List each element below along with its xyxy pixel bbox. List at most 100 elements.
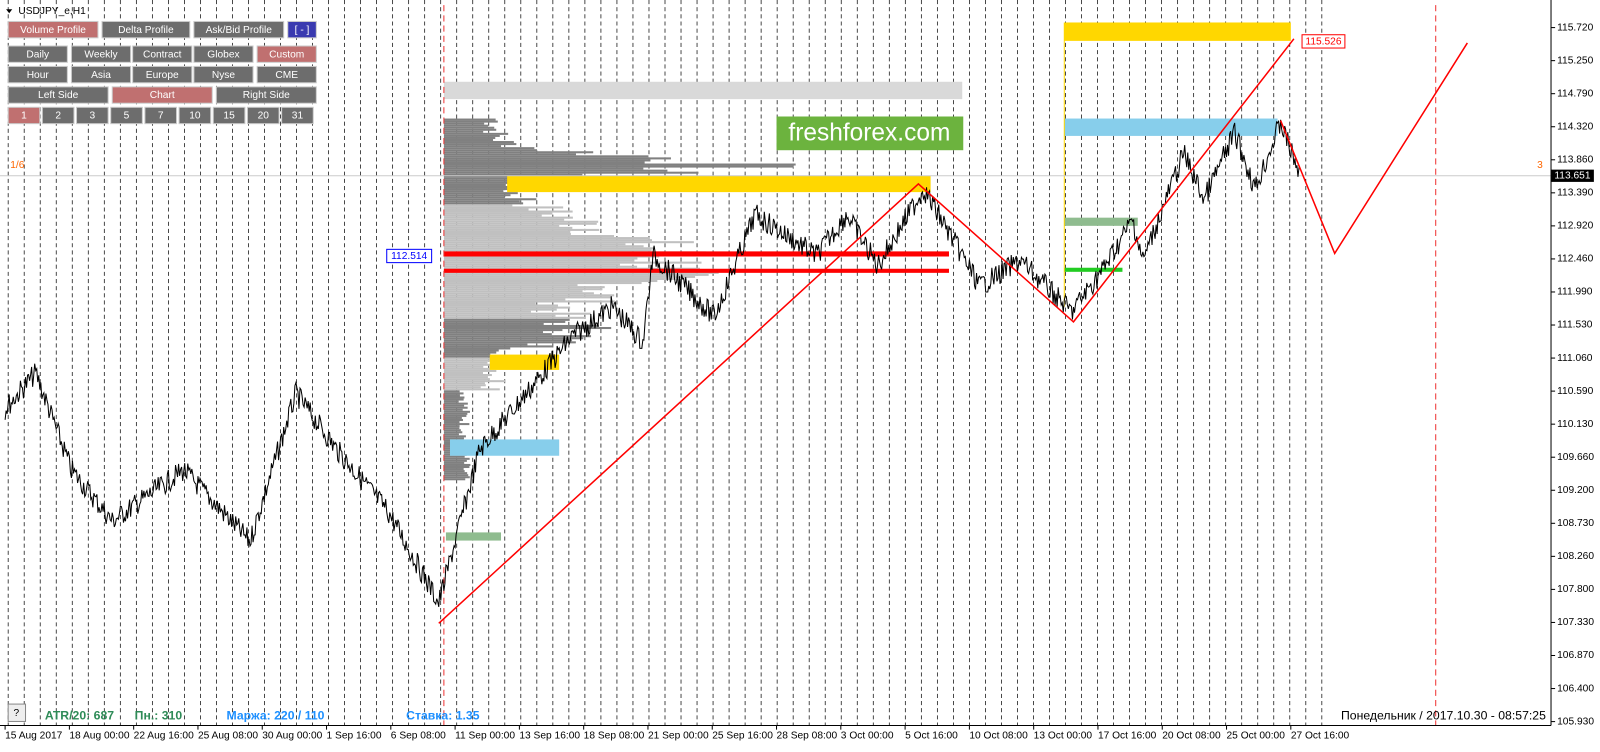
profile-bar <box>443 296 612 299</box>
symbol-title: USDJPY_e,H1 <box>18 6 86 17</box>
toolbar-button[interactable] <box>178 106 212 125</box>
profile-bar <box>443 463 471 466</box>
toolbar-button[interactable] <box>7 45 68 63</box>
profile-bar <box>443 470 465 473</box>
toolbar-label[interactable]: Weekly <box>84 49 118 60</box>
profile-bar <box>443 169 668 172</box>
atr: ATR/20: 687 <box>45 709 114 723</box>
toolbar-button[interactable] <box>281 106 314 125</box>
profile-bar <box>443 404 465 407</box>
toolbar-button[interactable] <box>7 20 99 39</box>
profile-bar <box>443 228 600 231</box>
toolbar-label[interactable]: Asia <box>91 70 111 81</box>
time-label: 1 Sep 16:00 <box>327 730 382 741</box>
profile-bar <box>443 386 481 389</box>
toolbar-label[interactable]: 5 <box>124 111 130 122</box>
toolbar-button[interactable] <box>287 20 317 39</box>
profile-bar <box>443 198 537 201</box>
toolbar-button[interactable] <box>110 106 143 125</box>
toolbar-label[interactable]: Ask/Bid Profile <box>206 25 273 36</box>
profile-bar <box>443 468 464 471</box>
toolbar-button[interactable] <box>212 106 246 125</box>
level-label: 112.514 <box>391 251 427 262</box>
zone-yellow <box>489 354 560 370</box>
toolbar-button[interactable] <box>215 86 317 104</box>
profile-bar <box>443 230 571 233</box>
time-label: 6 Sep 08:00 <box>391 730 446 741</box>
profile-bar <box>443 171 699 174</box>
toolbar-label[interactable]: [ - ] <box>295 25 310 36</box>
time-label: 25 Oct 00:00 <box>1227 730 1286 741</box>
toolbar-button[interactable] <box>193 45 254 63</box>
toolbar-label[interactable]: Contract <box>143 49 182 60</box>
profile-bar <box>443 241 694 244</box>
profile-bar <box>443 474 469 477</box>
profile-bar <box>443 316 586 319</box>
toolbar-label[interactable]: Nyse <box>212 70 236 81</box>
toolbar-label[interactable]: Chart <box>150 90 175 101</box>
toolbar-label[interactable]: Hour <box>27 70 50 81</box>
toolbar-button[interactable] <box>193 20 285 39</box>
toolbar-label[interactable]: Right Side <box>243 90 290 101</box>
toolbar-label[interactable]: 10 <box>189 111 201 122</box>
toolbar-button[interactable] <box>7 65 68 84</box>
profile-bar <box>443 433 459 436</box>
profile-bar <box>443 345 553 348</box>
zone-green <box>1064 217 1138 226</box>
toolbar-label[interactable]: Left Side <box>38 90 79 101</box>
toolbar-label[interactable]: CME <box>275 70 298 81</box>
toolbar-label[interactable]: 7 <box>158 111 164 122</box>
toolbar-button[interactable] <box>256 45 317 63</box>
profile-bar <box>443 412 468 415</box>
toolbar-label[interactable]: 2 <box>55 111 61 122</box>
time-label: 25 Aug 08:00 <box>198 730 258 741</box>
help-label[interactable]: ? <box>13 708 19 719</box>
toolbar-button[interactable] <box>76 106 109 125</box>
toolbar-label[interactable]: Globex <box>207 49 239 60</box>
profile-bar <box>443 388 500 391</box>
profile-bar <box>443 478 466 481</box>
toolbar-label[interactable]: Volume Profile <box>20 25 86 36</box>
toolbar-button[interactable] <box>193 65 254 84</box>
toolbar-button[interactable] <box>132 65 193 84</box>
price-label: 109.200 <box>1557 485 1594 496</box>
toolbar-button[interactable] <box>246 106 280 125</box>
toolbar-label[interactable]: Daily <box>26 49 50 60</box>
price-label: 105.930 <box>1557 716 1594 727</box>
toolbar-label[interactable]: 31 <box>292 111 304 122</box>
marker-right: 3 <box>1537 160 1543 171</box>
profile-bar <box>443 418 463 422</box>
profile-bar <box>443 136 496 139</box>
toolbar-button[interactable] <box>7 86 109 104</box>
profile-bar <box>443 124 489 127</box>
toolbar-button[interactable] <box>101 20 191 39</box>
profile-bar <box>443 155 649 158</box>
toolbar-button[interactable] <box>144 106 178 125</box>
toolbar-label[interactable]: Delta Profile <box>118 25 174 36</box>
profile-bar <box>443 306 571 309</box>
help-button[interactable] <box>7 703 27 722</box>
toolbar-button[interactable] <box>256 65 317 84</box>
toolbar-button[interactable] <box>132 45 193 63</box>
profile-bar <box>443 402 468 405</box>
toolbar-label[interactable]: 15 <box>223 111 235 122</box>
target-label: 115.526 <box>1305 37 1341 48</box>
toolbar-label[interactable]: 20 <box>258 111 270 122</box>
profile-bar <box>443 416 462 419</box>
toolbar-button[interactable] <box>111 86 213 104</box>
profile-bar <box>443 247 655 250</box>
profile-bar <box>443 335 592 338</box>
time-label: 5 Oct 16:00 <box>905 730 958 741</box>
profile-bar <box>443 145 502 148</box>
toolbar-label[interactable]: Custom <box>269 49 304 60</box>
toolbar-button[interactable] <box>7 106 41 125</box>
toolbar-button[interactable] <box>41 106 75 125</box>
profile-bar <box>443 277 676 280</box>
profile-bar <box>443 300 615 303</box>
toolbar-label[interactable]: 1 <box>21 111 27 122</box>
toolbar-label[interactable]: 3 <box>90 111 96 122</box>
toolbar-button[interactable] <box>70 45 132 63</box>
price-label: 112.460 <box>1557 254 1593 265</box>
toolbar-label[interactable]: Europe <box>146 70 179 81</box>
toolbar-button[interactable] <box>70 65 132 84</box>
